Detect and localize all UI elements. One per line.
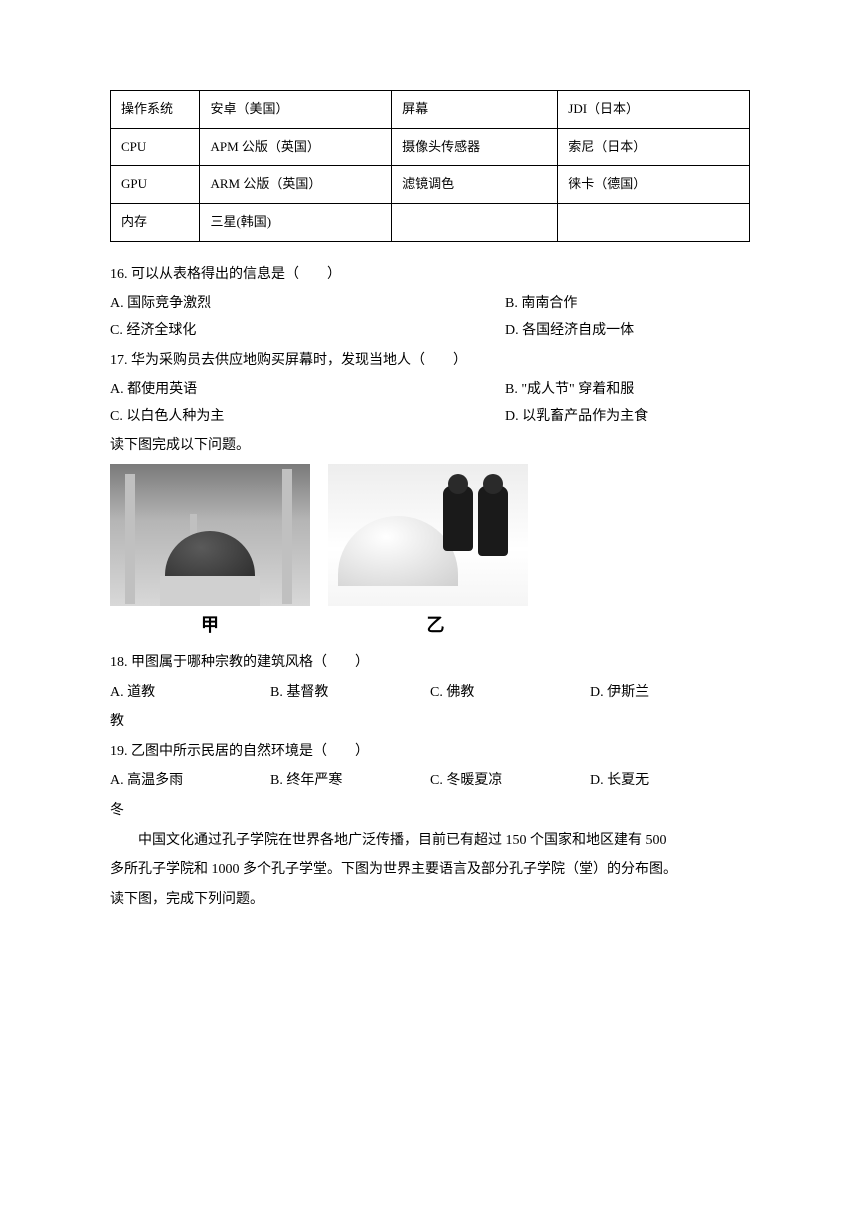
passage-line1: 中国文化通过孔子学院在世界各地广泛传播，目前已有超过 150 个国家和地区建有 … xyxy=(110,828,750,855)
table-cell: 三星(韩国) xyxy=(200,204,392,242)
table-cell: 操作系统 xyxy=(111,91,200,129)
q16-stem: 16. 可以从表格得出的信息是（ ） xyxy=(110,262,750,289)
table-cell xyxy=(558,204,750,242)
mosque-image xyxy=(110,464,310,606)
image-label-left: 甲 xyxy=(110,608,310,642)
q18-trail: 教 xyxy=(110,709,750,736)
q17-option-c: C. 以白色人种为主 xyxy=(110,404,355,431)
q18-stem: 18. 甲图属于哪种宗教的建筑风格（ ） xyxy=(110,650,750,677)
q19-option-b: B. 终年严寒 xyxy=(270,768,430,795)
q19-option-d: D. 长夏无 xyxy=(590,768,750,795)
image-labels: 甲 乙 xyxy=(110,608,750,642)
table-cell xyxy=(392,204,558,242)
table-cell: 内存 xyxy=(111,204,200,242)
table-cell: 安卓（美国） xyxy=(200,91,392,129)
table-cell: GPU xyxy=(111,166,200,204)
table-cell: JDI（日本） xyxy=(558,91,750,129)
passage-line2: 多所孔子学院和 1000 多个孔子学堂。下图为世界主要语言及部分孔子学院（堂）的… xyxy=(110,857,750,884)
q17-stem: 17. 华为采购员去供应地购买屏幕时，发现当地人（ ） xyxy=(110,348,750,375)
table-row: CPU APM 公版（英国） 摄像头传感器 索尼（日本） xyxy=(111,128,750,166)
table-row: GPU ARM 公版（英国） 滤镜调色 徕卡（德国） xyxy=(111,166,750,204)
q18-option-c: C. 佛教 xyxy=(430,680,590,707)
q18-option-a: A. 道教 xyxy=(110,680,270,707)
q17-option-d: D. 以乳畜产品作为主食 xyxy=(505,404,750,431)
q19-option-c: C. 冬暖夏凉 xyxy=(430,768,590,795)
component-table: 操作系统 安卓（美国） 屏幕 JDI（日本） CPU APM 公版（英国） 摄像… xyxy=(110,90,750,242)
q16-option-c: C. 经济全球化 xyxy=(110,318,355,345)
image-intro: 读下图完成以下问题。 xyxy=(110,433,750,460)
table-row: 操作系统 安卓（美国） 屏幕 JDI（日本） xyxy=(111,91,750,129)
table-cell: 摄像头传感器 xyxy=(392,128,558,166)
table-cell: CPU xyxy=(111,128,200,166)
table-cell: APM 公版（英国） xyxy=(200,128,392,166)
q19-trail: 冬 xyxy=(110,798,750,825)
table-cell: 屏幕 xyxy=(392,91,558,129)
table-row: 内存 三星(韩国) xyxy=(111,204,750,242)
table-cell: 徕卡（德国） xyxy=(558,166,750,204)
q19-option-a: A. 高温多雨 xyxy=(110,768,270,795)
q19-stem: 19. 乙图中所示民居的自然环境是（ ） xyxy=(110,739,750,766)
table-cell: ARM 公版（英国） xyxy=(200,166,392,204)
image-label-right: 乙 xyxy=(328,608,543,642)
image-row xyxy=(110,464,750,606)
table-cell: 滤镜调色 xyxy=(392,166,558,204)
q17-option-a: A. 都使用英语 xyxy=(110,377,355,404)
q16-option-b: B. 南南合作 xyxy=(505,291,750,318)
igloo-image xyxy=(328,464,528,606)
q16-option-d: D. 各国经济自成一体 xyxy=(505,318,750,345)
passage-line3: 读下图，完成下列问题。 xyxy=(110,887,750,914)
q18-option-d: D. 伊斯兰 xyxy=(590,680,750,707)
q17-option-b: B. "成人节" 穿着和服 xyxy=(505,377,750,404)
q18-option-b: B. 基督教 xyxy=(270,680,430,707)
q16-option-a: A. 国际竞争激烈 xyxy=(110,291,355,318)
table-cell: 索尼（日本） xyxy=(558,128,750,166)
